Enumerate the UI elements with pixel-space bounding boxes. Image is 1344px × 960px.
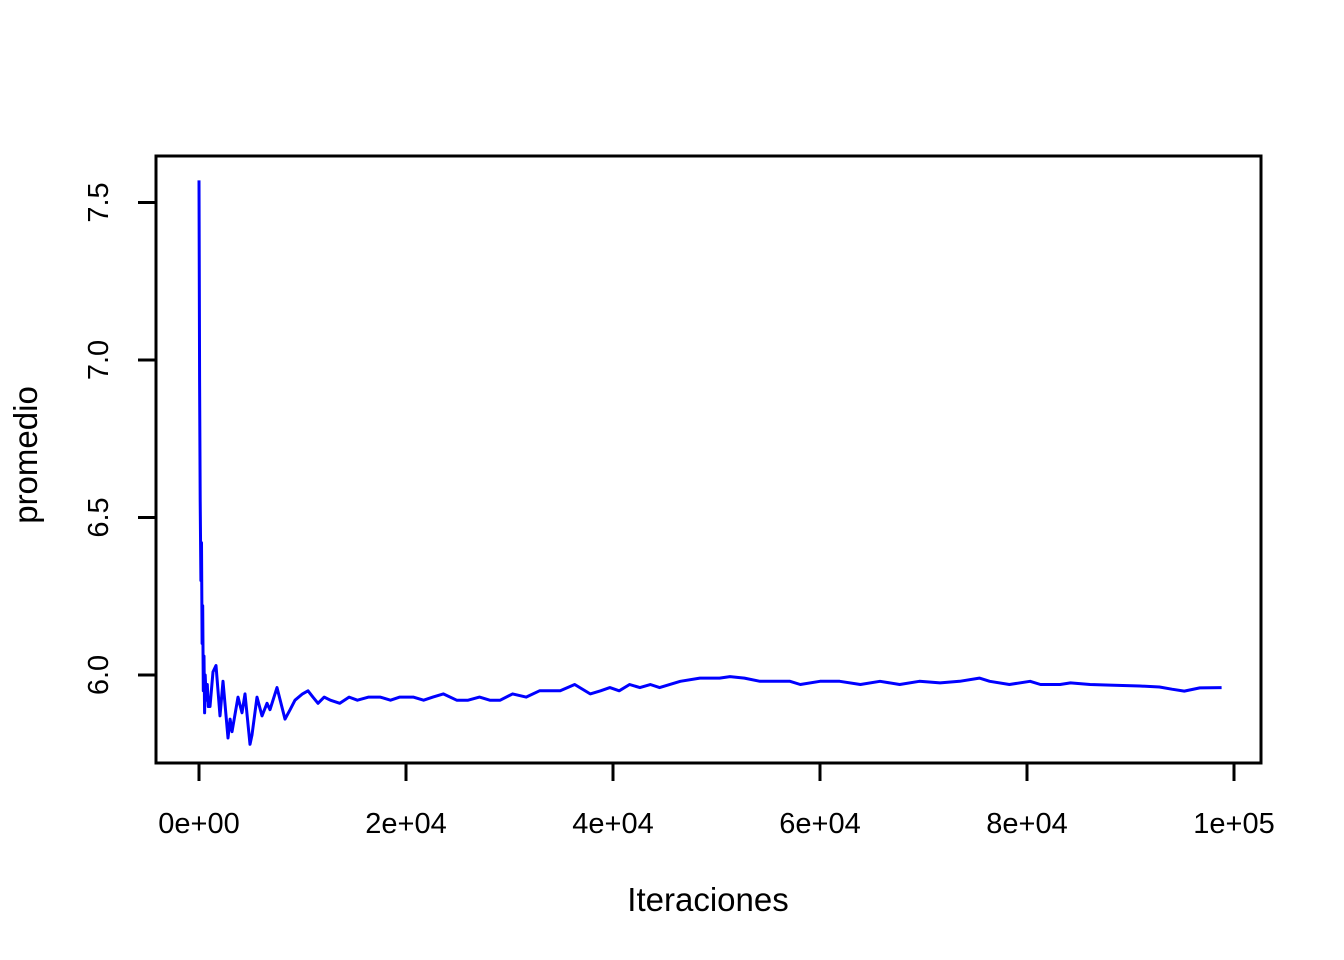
- x-axis-title: Iteraciones: [627, 881, 788, 918]
- x-tick-label: 4e+04: [572, 808, 653, 840]
- x-tick-label: 0e+00: [158, 808, 239, 840]
- x-tick-label: 6e+04: [779, 808, 860, 840]
- running-mean-line: [197, 180, 1222, 746]
- y-tick-label: 6.0: [83, 655, 115, 695]
- y-axis-title: promedio: [7, 386, 44, 524]
- y-tick-label: 6.5: [83, 497, 115, 537]
- x-tick-label: 2e+04: [365, 808, 446, 840]
- y-axis-ticks: 6.0 6.5 7.0 7.5: [83, 182, 156, 695]
- x-tick-label: 1e+05: [1193, 808, 1274, 840]
- x-axis-ticks: 0e+00 2e+04 4e+04 6e+04 8e+04 1e+05: [158, 763, 1275, 840]
- y-tick-label: 7.5: [83, 182, 115, 222]
- x-tick-label: 8e+04: [986, 808, 1067, 840]
- plot-border: [154, 154, 1263, 765]
- y-tick-label: 7.0: [83, 340, 115, 380]
